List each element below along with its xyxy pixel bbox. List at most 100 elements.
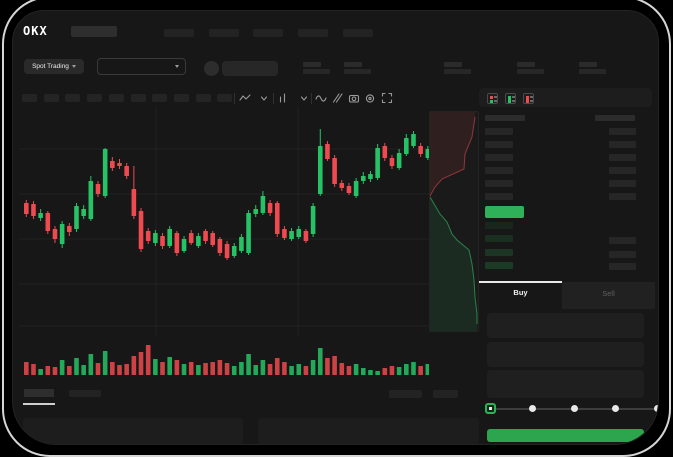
amount-input[interactable] bbox=[487, 342, 644, 367]
last-price-badge[interactable] bbox=[485, 206, 524, 218]
timeframe-button[interactable] bbox=[217, 94, 233, 102]
bid-price-bar[interactable] bbox=[485, 235, 513, 242]
chevron-down-icon bbox=[175, 65, 179, 68]
bid-amount-bar bbox=[609, 251, 636, 258]
depth-chart-panel bbox=[429, 111, 479, 332]
logo-suffix-placeholder bbox=[71, 26, 117, 37]
tab-buy[interactable]: Buy bbox=[513, 288, 528, 297]
indicators-icon[interactable] bbox=[277, 92, 289, 104]
bottom-tab-active[interactable] bbox=[24, 389, 54, 397]
ask-price-bar[interactable] bbox=[485, 128, 513, 135]
toolbar-divider bbox=[234, 93, 235, 104]
buy-submit-button[interactable] bbox=[487, 429, 644, 442]
bid-price-bar[interactable] bbox=[485, 262, 513, 269]
stat-label-placeholder bbox=[303, 62, 321, 67]
coin-icon bbox=[204, 61, 219, 76]
ask-price-bar[interactable] bbox=[485, 141, 513, 148]
slider-stop-dot[interactable] bbox=[653, 405, 658, 412]
stat-label-placeholder bbox=[344, 62, 362, 67]
ask-amount-bar bbox=[609, 193, 636, 200]
chevron-down-icon[interactable] bbox=[298, 92, 310, 104]
wave-icon[interactable] bbox=[315, 92, 327, 104]
stat-label-placeholder bbox=[444, 62, 462, 67]
stat-pair bbox=[303, 62, 331, 75]
stat-value-placeholder bbox=[444, 69, 471, 74]
stat-value-placeholder bbox=[303, 69, 330, 74]
active-tab-indicator bbox=[479, 281, 562, 283]
bid-amount-bar bbox=[609, 263, 636, 270]
app-window: OKX Spot Trading Buy Sell bbox=[12, 10, 659, 445]
timeframe-button[interactable] bbox=[87, 94, 103, 102]
orders-table-placeholder bbox=[23, 418, 243, 444]
nav-item-placeholder[interactable] bbox=[164, 29, 194, 37]
tab-sell[interactable]: Sell bbox=[602, 289, 615, 298]
stat-label-placeholder bbox=[579, 62, 597, 67]
ask-price-bar[interactable] bbox=[485, 193, 513, 200]
spot-trading-dropdown[interactable]: Spot Trading bbox=[24, 59, 84, 74]
settings-icon[interactable] bbox=[364, 92, 376, 104]
timeframe-button[interactable] bbox=[195, 94, 211, 102]
chevron-down-icon bbox=[71, 65, 76, 68]
toolbar-divider bbox=[311, 93, 312, 104]
orderbook-view-both-icon[interactable] bbox=[487, 93, 498, 104]
nav-item-placeholder[interactable] bbox=[253, 29, 284, 37]
stat-pair bbox=[444, 62, 472, 75]
orderbook-header-price bbox=[485, 115, 525, 121]
orderbook-toolbar bbox=[479, 88, 652, 107]
ask-price-bar[interactable] bbox=[485, 154, 513, 161]
draw-icon[interactable] bbox=[331, 92, 343, 104]
stat-pair bbox=[517, 62, 545, 75]
line-style-icon[interactable] bbox=[239, 92, 251, 104]
nav-item-placeholder[interactable] bbox=[298, 29, 329, 37]
ask-amount-bar bbox=[609, 141, 636, 148]
spot-trading-label: Spot Trading bbox=[32, 63, 69, 70]
timeframe-button[interactable] bbox=[43, 94, 59, 102]
total-input[interactable] bbox=[487, 370, 644, 398]
nav-item-placeholder[interactable] bbox=[342, 29, 373, 37]
chevron-down-icon[interactable] bbox=[258, 92, 270, 104]
timeframe-button[interactable] bbox=[65, 94, 81, 102]
ask-amount-bar bbox=[609, 128, 636, 135]
bottom-action-button[interactable] bbox=[433, 390, 458, 398]
slider-stop-dot[interactable] bbox=[529, 405, 536, 412]
ask-amount-bar bbox=[609, 154, 636, 161]
stat-value-placeholder bbox=[344, 69, 371, 74]
orderbook-view-bids-icon[interactable] bbox=[505, 93, 516, 104]
price-input[interactable] bbox=[487, 313, 644, 338]
timeframe-button[interactable] bbox=[173, 94, 189, 102]
slider-stop-dot[interactable] bbox=[612, 405, 619, 412]
bottom-action-button[interactable] bbox=[389, 390, 422, 398]
candlestick-chart[interactable] bbox=[19, 107, 429, 379]
toolbar-divider bbox=[273, 93, 274, 104]
pair-selector-dropdown[interactable] bbox=[97, 58, 186, 75]
okx-logo: OKX bbox=[23, 24, 48, 38]
camera-icon[interactable] bbox=[348, 92, 360, 104]
ask-price-bar[interactable] bbox=[485, 180, 513, 187]
ask-price-bar[interactable] bbox=[485, 167, 513, 174]
timeframe-button[interactable] bbox=[108, 94, 124, 102]
bid-amount-bar bbox=[609, 237, 636, 244]
tab-sell-background bbox=[562, 282, 655, 309]
nav-item-placeholder[interactable] bbox=[208, 29, 239, 37]
stat-pair bbox=[579, 62, 607, 75]
bid-price-bar[interactable] bbox=[485, 222, 513, 229]
slider-stop-dot[interactable] bbox=[570, 405, 578, 412]
amount-slider-handle[interactable] bbox=[485, 403, 496, 414]
stat-label-placeholder bbox=[517, 62, 535, 67]
timeframe-button[interactable] bbox=[152, 94, 168, 102]
stat-pair bbox=[344, 62, 372, 75]
ask-amount-bar bbox=[609, 180, 636, 187]
fullscreen-icon[interactable] bbox=[381, 92, 393, 104]
stat-value-placeholder bbox=[579, 69, 606, 74]
ask-amount-bar bbox=[609, 167, 636, 174]
orderbook-header-amount bbox=[595, 115, 635, 121]
bottom-tab-indicator bbox=[23, 403, 55, 405]
orderbook-view-asks-icon[interactable] bbox=[523, 93, 534, 104]
bid-price-bar[interactable] bbox=[485, 248, 513, 256]
pair-name-placeholder bbox=[222, 61, 278, 76]
timeframe-button[interactable] bbox=[130, 94, 146, 102]
stat-value-placeholder bbox=[517, 69, 544, 74]
timeframe-button[interactable] bbox=[22, 94, 37, 102]
depth-chart bbox=[429, 112, 478, 331]
bottom-tab[interactable] bbox=[69, 390, 101, 397]
